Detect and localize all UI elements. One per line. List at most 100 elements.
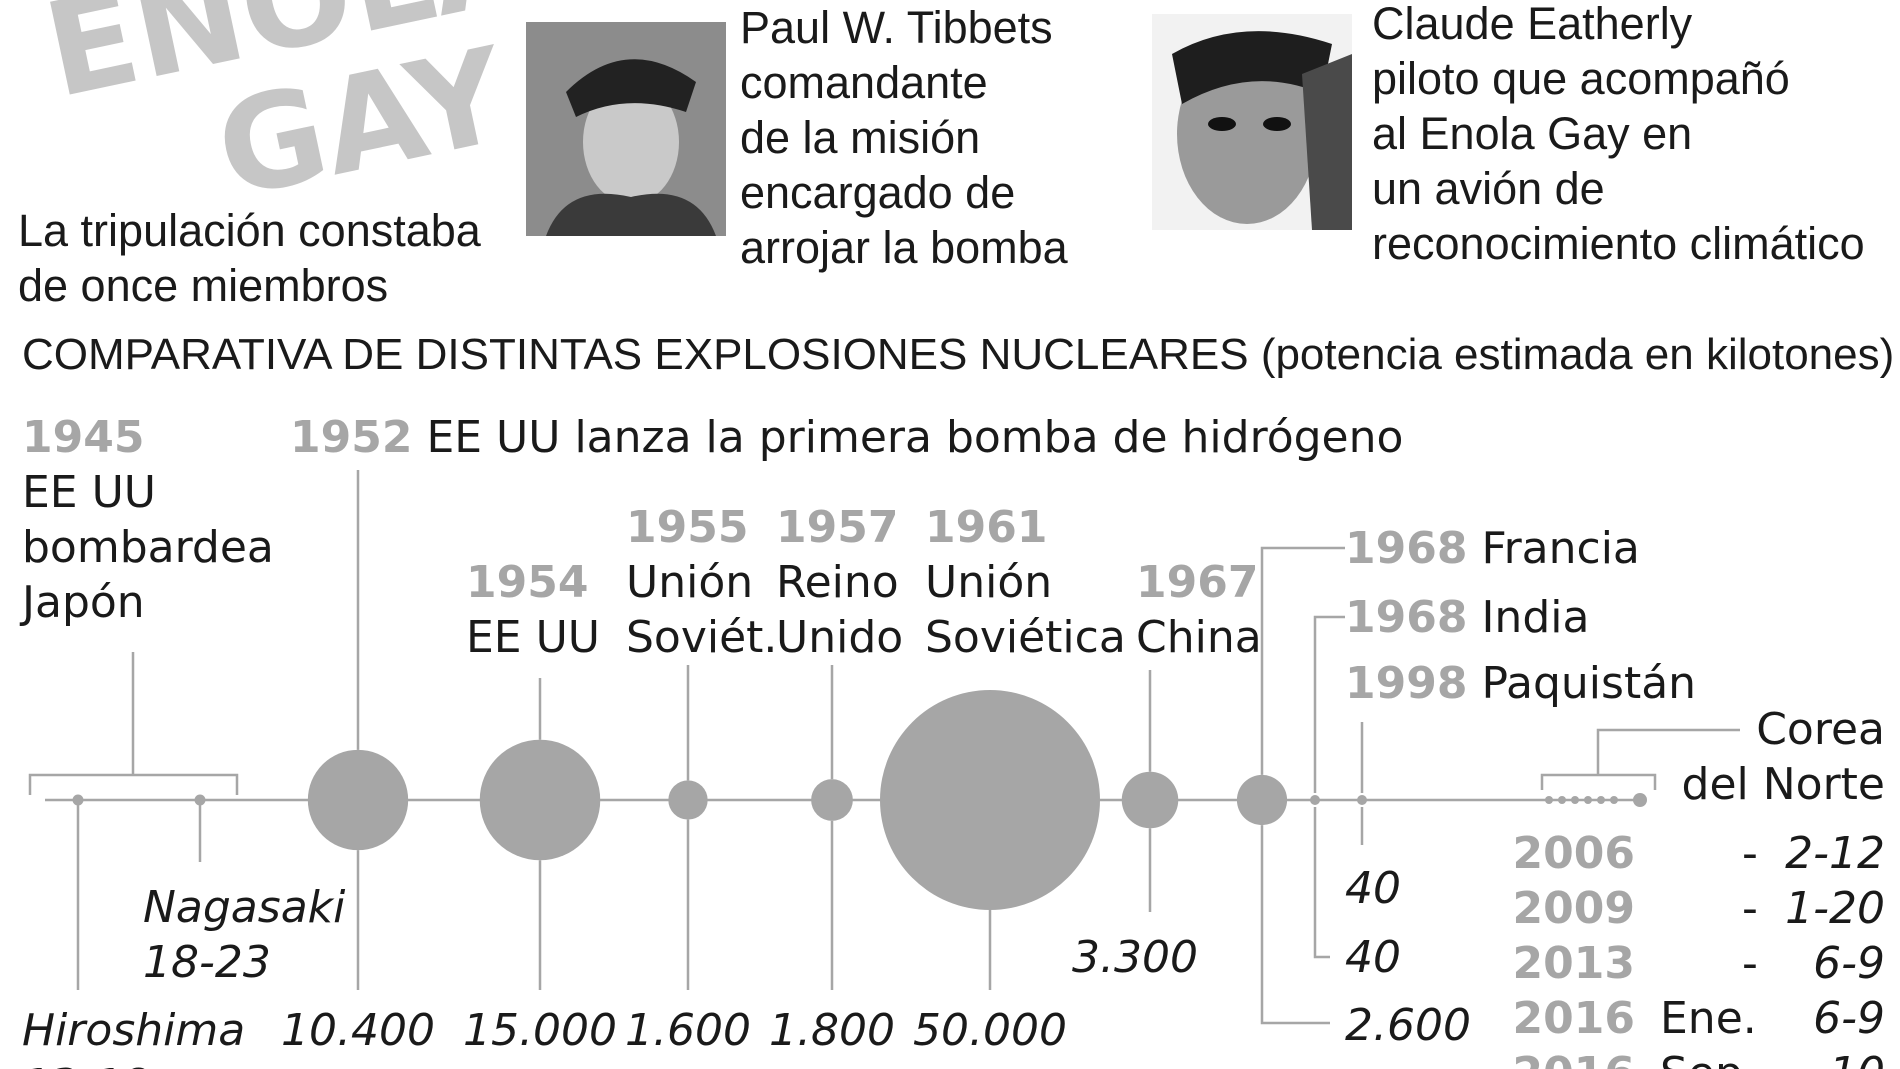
tibbets-caption-line: comandante (740, 57, 988, 108)
value-label-1954: 15.000 (463, 1005, 617, 1056)
nk-test-year: 2016 (1513, 1048, 1635, 1069)
event-label-francia: 1968 Francia (1345, 523, 1640, 574)
event-country-line: Unión (925, 557, 1052, 608)
value-label-francia: 2.600 (1345, 1000, 1471, 1051)
leader-top-francia (1260, 546, 1345, 775)
north-korea-label: Corea (1756, 704, 1885, 755)
year-label: 1945 (22, 412, 144, 463)
country-label: EE UU lanza la primera bomba de hidrógen… (412, 412, 1403, 463)
event-country-line: EE UU (466, 612, 600, 663)
event-label-1952: 1952 EE UU lanza la primera bomba de hid… (290, 412, 1403, 463)
nk-test-value: 6-9 (1813, 938, 1885, 989)
country-label: Paquistán (1467, 658, 1696, 709)
eatherly-caption-line: Claude Eatherly (1372, 0, 1693, 49)
crew-caption-line: La tripulación constaba (18, 205, 481, 256)
value-label-1952: 10.400 (281, 1005, 435, 1056)
tibbets-caption-line: arrojar la bomba (740, 222, 1068, 273)
bubble-1952 (307, 749, 409, 851)
bubble-1961 (880, 690, 1100, 910)
bubble-1954 (479, 739, 601, 861)
nk-test-year: 2013 (1513, 938, 1635, 989)
event-year-1957: 1957 (776, 502, 898, 553)
event-year-1954: 1954 (466, 557, 588, 608)
event-country-line: bombardea (22, 522, 274, 573)
event-year-1945: 1945 (22, 412, 144, 463)
bubble-1968-francia (1236, 774, 1288, 826)
value-label-1955: 1.600 (625, 1005, 751, 1056)
leader-north-korea (1596, 728, 1740, 775)
bubble-north-korea-test (1545, 796, 1553, 804)
nk-test-year: 2009 (1513, 883, 1635, 934)
bubble-north-korea-test (1597, 796, 1605, 804)
event-year-1967: 1967 (1136, 557, 1258, 608)
bubble-1957 (811, 779, 853, 821)
nk-test-dash: - (1742, 938, 1758, 989)
nk-test-value: 1-20 (1785, 883, 1885, 934)
chart-subtitle: (potencia estimada en kilotones) (1260, 330, 1895, 379)
bubble-north-korea-test (1584, 796, 1592, 804)
event-country-line: EE UU (22, 467, 156, 518)
bubble-1968-india (1310, 795, 1320, 805)
bubble-1998 (1357, 795, 1367, 805)
crew-caption: La tripulación constaba de once miembros (18, 203, 481, 313)
event-country-line: Soviét. (626, 612, 777, 663)
tibbets-caption: Paul W. Tibbets comandante de la misión … (740, 0, 1068, 275)
leader-bottom-francia (1260, 825, 1330, 1025)
event-country-line: Soviética (925, 612, 1126, 663)
nk-test-value: 6-9 (1813, 993, 1885, 1044)
value-label-1967: 3.300 (1072, 932, 1198, 983)
subevent-value: 18-23 (143, 937, 271, 988)
value-label-1998: 40 (1345, 863, 1401, 914)
nk-test-dash: - (1742, 883, 1758, 934)
eatherly-caption-line: reconocimiento climático (1372, 218, 1865, 269)
value-label-india: 40 (1345, 932, 1401, 983)
eatherly-caption-line: al Enola Gay en (1372, 108, 1693, 159)
country-label: Francia (1467, 523, 1639, 574)
subevent-name: Nagasaki (143, 882, 346, 933)
event-year-1961: 1961 (925, 502, 1047, 553)
bubble-north-korea-test (1610, 796, 1618, 804)
nk-test-year: 2006 (1513, 828, 1635, 879)
bubble-1955 (668, 780, 708, 820)
tibbets-caption-line: de la misión (740, 112, 981, 163)
enola-gay-logo: ENOLA GAY (33, 0, 500, 210)
value-label-1961: 50.000 (913, 1005, 1067, 1056)
bracket-1945 (28, 773, 239, 795)
nk-test-month: Ene. (1660, 993, 1757, 1044)
portrait-photo-icon (526, 22, 726, 236)
year-label: 1952 (290, 412, 412, 463)
subevent-value: 13-18 (22, 1060, 150, 1069)
bubble-north-korea-test (1558, 796, 1566, 804)
eatherly-caption-line: un avión de (1372, 163, 1605, 214)
bubble-1967 (1121, 771, 1179, 829)
crew-caption-line: de once miembros (18, 260, 389, 311)
eatherly-caption-line: piloto que acompañó (1372, 53, 1790, 104)
eatherly-photo (1152, 14, 1352, 230)
event-country-line: Reino (776, 557, 899, 608)
leader-top-india (1313, 615, 1345, 793)
event-label-1998: 1998 Paquistán (1345, 658, 1696, 709)
bubble-north-korea-test (1571, 796, 1579, 804)
nk-test-dash: - (1742, 828, 1758, 879)
portrait-photo-icon (1152, 14, 1352, 230)
leader-bottom-india (1313, 807, 1330, 959)
subevent-name: Hiroshima (22, 1005, 245, 1056)
value-label-1957: 1.800 (769, 1005, 895, 1056)
chart-title: COMPARATIVA DE DISTINTAS EXPLOSIONES NUC… (22, 330, 1249, 379)
year-label: 1968 (1345, 523, 1467, 574)
north-korea-label: del Norte (1682, 759, 1885, 810)
nk-test-value: 2-12 (1785, 828, 1885, 879)
tibbets-caption-line: encargado de (740, 167, 1016, 218)
year-label: 1998 (1345, 658, 1467, 709)
event-country-line: Unión (626, 557, 753, 608)
nk-test-value: 10 (1829, 1048, 1885, 1069)
bracket-north-korea (1540, 773, 1657, 790)
tibbets-photo (526, 22, 726, 236)
nk-test-month: Sep. (1660, 1048, 1757, 1069)
event-country-line: China (1136, 612, 1262, 663)
event-label-india: 1968 India (1345, 592, 1589, 643)
bubble-north-korea-test (1633, 793, 1647, 807)
chart-heading: COMPARATIVA DE DISTINTAS EXPLOSIONES NUC… (22, 327, 1894, 383)
country-label: India (1467, 592, 1589, 643)
